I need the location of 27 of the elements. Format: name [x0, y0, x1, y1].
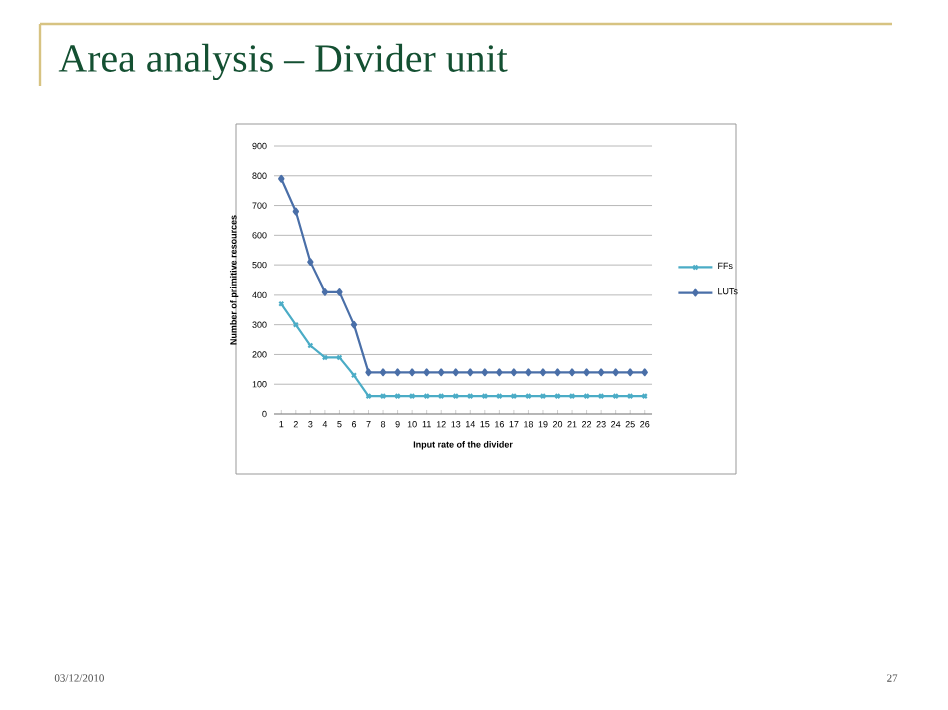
- point: [481, 368, 489, 377]
- point: [307, 258, 314, 267]
- point: [365, 368, 372, 377]
- point: [350, 320, 358, 329]
- point: [612, 368, 619, 377]
- point: [510, 368, 518, 377]
- point: [452, 368, 459, 377]
- chart-title: Area analysis – Divider unit: [58, 43, 508, 81]
- point: [554, 368, 561, 377]
- point: [321, 288, 329, 296]
- point: [641, 368, 648, 377]
- point: [496, 368, 503, 377]
- point: [408, 368, 416, 377]
- point: [568, 368, 576, 377]
- point: [394, 368, 401, 377]
- point: [336, 288, 343, 296]
- point: [278, 174, 285, 183]
- point: [438, 368, 445, 377]
- point: [525, 368, 532, 377]
- point: [292, 207, 300, 216]
- point: [583, 368, 590, 377]
- point: [539, 368, 547, 377]
- point: [627, 368, 634, 377]
- point: [467, 368, 474, 377]
- point: [379, 368, 387, 377]
- point: [423, 368, 430, 377]
- point: [597, 368, 605, 377]
